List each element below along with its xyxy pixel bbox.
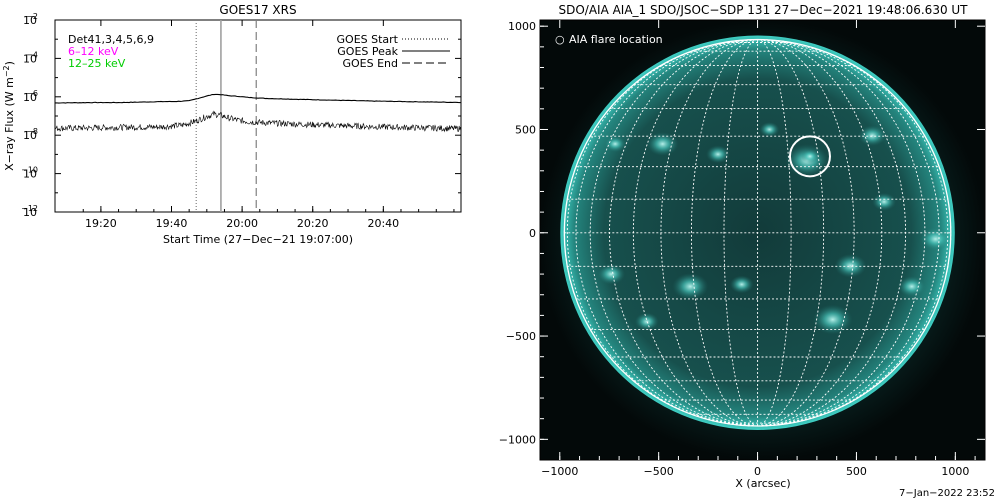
aia-title: SDO/AIA AIA_1 SDO/JSOC−SDP 131 27−Dec−20… [558, 3, 968, 17]
goes-y-axis-label: X−ray Flux (W m−2) [2, 61, 16, 171]
legend-end-label: GOES End [342, 57, 398, 70]
goes-series [55, 93, 461, 133]
aia-y-tick-label: −500 [506, 330, 536, 343]
flare-core-glow [800, 149, 819, 164]
active-region-glow [812, 304, 853, 335]
grid-longitude-line [589, 39, 758, 427]
aia-x-axis: −1000 −500 0 500 1000 [541, 20, 976, 478]
active-region-glow [672, 273, 709, 300]
goes-series-line [55, 93, 461, 104]
grid-longitude-line [757, 39, 940, 427]
grid-longitude-line [757, 39, 926, 427]
legend-peak-label: GOES Peak [337, 45, 398, 58]
grid-longitude-line [632, 39, 758, 427]
goes-x-tick-label: 20:00 [226, 217, 258, 230]
active-region-glow [604, 135, 627, 153]
grid-longitude-line [691, 39, 758, 427]
goes-x-tick-label: 20:40 [367, 217, 399, 230]
goes-x-tick-label: 20:20 [297, 217, 329, 230]
goes-event-lines [195, 20, 257, 212]
aia-plot-frame [539, 19, 986, 461]
aia-x-tick-label: 1000 [941, 465, 969, 478]
aia-panel: SDO/AIA AIA_1 SDO/JSOC−SDP 131 27−Dec−20… [499, 3, 995, 499]
goes-y-tick-label: 10−8 [23, 127, 38, 142]
legend-start-label: GOES Start [337, 33, 399, 46]
goes-y-tick-label: 10−4 [23, 50, 38, 65]
goes-band-legend: Det41,3,4,5,6,9 6–12 keV 12–25 keV [68, 33, 154, 70]
aia-legend-marker: ○ [555, 33, 565, 46]
aia-y-axis: −1000 −500 0 500 1000 [499, 20, 985, 446]
goes-y-axis: 10−2 10−4 10−6 10−8 10−10 10−12 [21, 12, 461, 219]
grid-longitude-line [575, 39, 758, 427]
active-region-glow [834, 253, 867, 278]
active-region-glow [729, 275, 754, 294]
aia-x-axis-label: X (arcsec) [735, 477, 790, 490]
heliographic-grid [563, 39, 952, 427]
grid-longitude-line [757, 39, 883, 427]
aia-y-tick-label: −1000 [499, 433, 536, 446]
goes-title: GOES17 XRS [219, 3, 296, 17]
grid-longitude-line [757, 39, 855, 427]
grid-longitude-line [757, 39, 907, 427]
active-region-glow [759, 122, 780, 137]
aia-legend: ○ AIA flare location [555, 33, 663, 46]
goes-event-legend: GOES Start GOES Peak GOES End [337, 33, 450, 70]
active-region-glow [597, 263, 626, 285]
grid-longitude-line [609, 39, 758, 427]
goes-x-tick-label: 19:20 [85, 217, 117, 230]
aia-x-tick-label: 500 [846, 465, 867, 478]
grid-longitude-line [660, 39, 758, 427]
goes-plot-frame [54, 19, 462, 213]
footer-date: 7−Jan−2022 23:52 [899, 488, 995, 499]
aia-y-tick-label: 500 [515, 123, 536, 136]
goes-x-axis-label: Start Time (27−Dec−21 19:07:00) [163, 233, 353, 246]
aia-x-tick-label: −1000 [541, 465, 578, 478]
solar-limb [563, 38, 952, 427]
detector-label: Det41,3,4,5,6,9 [68, 33, 154, 46]
goes-x-tick-label: 19:40 [156, 217, 188, 230]
band-low-label: 6–12 keV [68, 45, 119, 58]
active-region-glow [919, 227, 952, 251]
active-region-glow [872, 192, 897, 211]
active-region-glow [858, 125, 887, 147]
aia-y-tick-label: 0 [529, 227, 536, 240]
aia-x-tick-label: 0 [754, 465, 761, 478]
aia-x-tick-label: −500 [644, 465, 674, 478]
goes-y-tick-label: 10−6 [23, 89, 38, 104]
band-high-label: 12–25 keV [68, 57, 126, 70]
goes-series-line [55, 110, 461, 133]
goes-y-tick-label: 10−10 [21, 166, 38, 181]
grid-longitude-line [757, 39, 825, 427]
goes-y-tick-label: 10−2 [23, 12, 38, 27]
flare-location-circle [788, 135, 831, 178]
goes-panel: GOES17 XRS 10−2 10−4 10−6 10−8 10−10 10−12 19… [2, 3, 462, 246]
aia-legend-text: AIA flare location [569, 33, 663, 46]
grid-longitude-line [723, 39, 758, 427]
flare-location-marker [788, 135, 831, 178]
goes-y-tick-label: 10−12 [21, 204, 38, 219]
active-region-glow [634, 312, 659, 331]
active-region-glow [897, 276, 926, 297]
goes-x-axis: 19:20 19:40 20:00 20:20 20:40 [82, 20, 455, 230]
grid-longitude-line [757, 39, 792, 427]
aia-y-tick-label: 1000 [508, 20, 536, 33]
grid-longitude-line [757, 39, 949, 427]
active-region-glow [706, 145, 730, 164]
grid-longitude-line [566, 39, 758, 427]
